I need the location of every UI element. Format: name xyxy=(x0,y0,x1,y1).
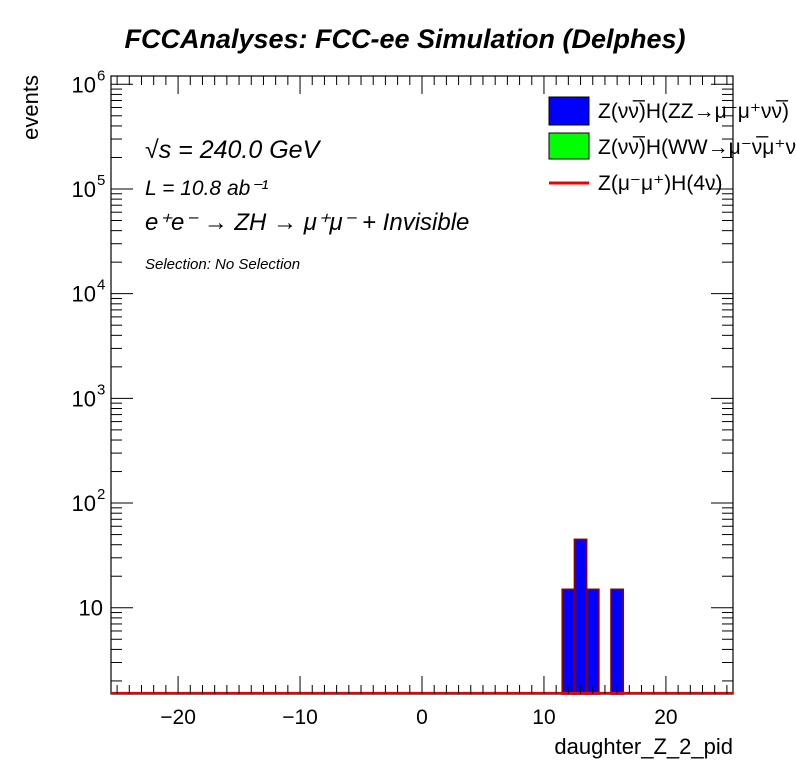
histogram-bins xyxy=(561,538,625,695)
histogram-bar xyxy=(610,588,625,695)
y-tick-label: 10 xyxy=(72,72,96,97)
x-axis: −20 −10 0 10 20 xyxy=(116,76,728,729)
histogram-bar xyxy=(585,588,600,695)
legend: Z(νν̅)H(ZZ→μ⁻μ⁺νν̅) Z(νν̅)H(WW→μ⁻ν̅μ⁺ν) … xyxy=(548,96,796,195)
annotation-process: e⁺e⁻ → ZH → μ⁺μ⁻ + Invisible xyxy=(145,209,469,236)
x-tick-label: 10 xyxy=(532,706,555,729)
y-tick-label: 10 xyxy=(72,491,96,516)
annotation-selection: Selection: No Selection xyxy=(145,256,300,273)
x-tick-label: −10 xyxy=(282,706,318,729)
legend-swatch-ww xyxy=(548,132,590,160)
y-tick-exponent: 5 xyxy=(97,172,105,189)
y-tick-label: 10 xyxy=(72,177,96,202)
y-tick-exponent: 2 xyxy=(97,486,105,503)
y-tick-label: 10 xyxy=(72,282,96,307)
y-axis-label: events xyxy=(18,75,43,140)
legend-swatch-zz xyxy=(548,96,590,126)
x-tick-label: 20 xyxy=(654,706,677,729)
annotation-sqrt-s: √s = 240.0 GeV xyxy=(145,136,322,164)
y-tick-label: 10 xyxy=(72,386,96,411)
y-tick-exponent: 3 xyxy=(97,381,105,398)
y-tick-exponent: 6 xyxy=(97,67,105,84)
y-tick-label: 10 xyxy=(79,596,103,621)
y-tick-exponent: 4 xyxy=(97,277,105,294)
plot-frame xyxy=(110,75,734,695)
annotation-luminosity: L = 10.8 ab⁻¹ xyxy=(145,177,268,200)
chart-title: FCCAnalyses: FCC-ee Simulation (Delphes) xyxy=(124,24,685,54)
x-axis-label: daughter_Z_2_pid xyxy=(554,734,733,759)
histogram-bar xyxy=(561,588,576,695)
x-tick-label: −20 xyxy=(160,706,196,729)
histogram-bar xyxy=(573,538,588,695)
legend-label-4nu: Z(μ⁻μ⁺)H(4ν) xyxy=(598,172,723,195)
legend-label-ww: Z(νν̅)H(WW→μ⁻ν̅μ⁺ν) xyxy=(598,136,796,159)
x-tick-label: 0 xyxy=(416,706,428,729)
legend-label-zz: Z(νν̅)H(ZZ→μ⁻μ⁺νν̅) xyxy=(598,100,789,123)
